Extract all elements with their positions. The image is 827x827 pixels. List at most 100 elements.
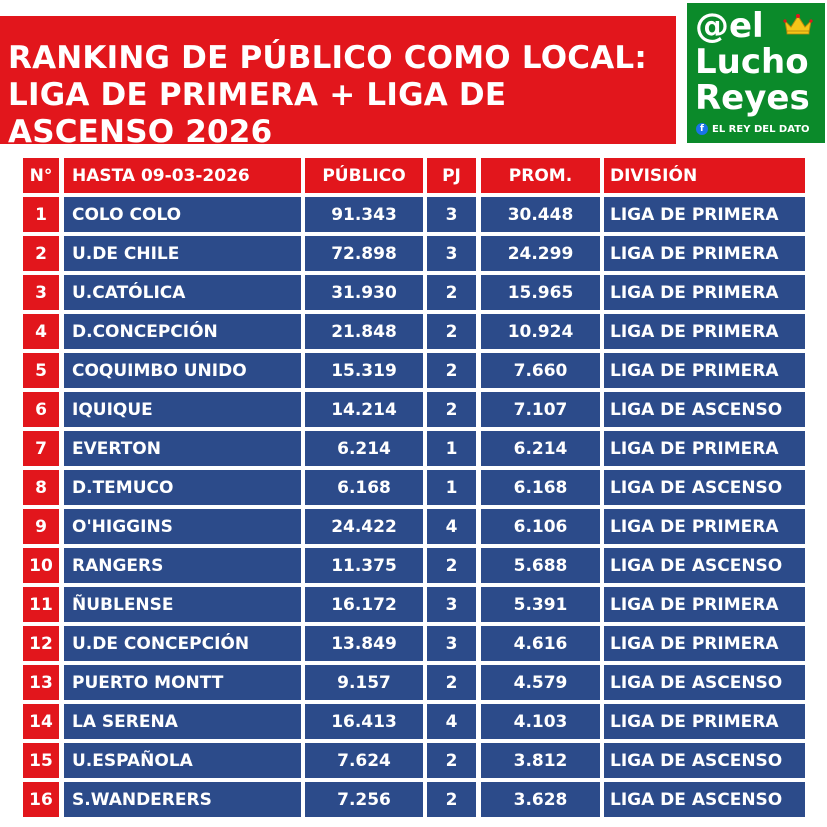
cell-team: U.DE CHILE	[64, 236, 301, 271]
header-n: N°	[23, 158, 59, 193]
cell-prom: 5.688	[481, 548, 600, 583]
cell-team: U.ESPAÑOLA	[64, 743, 301, 778]
header-division: DIVISIÓN	[604, 158, 805, 193]
cell-publico: 16.413	[305, 704, 423, 739]
cell-publico: 6.168	[305, 470, 423, 505]
cell-publico: 9.157	[305, 665, 423, 700]
cell-n: 12	[23, 626, 59, 661]
cell-division: LIGA DE PRIMERA	[604, 236, 805, 271]
cell-n: 8	[23, 470, 59, 505]
cell-division: LIGA DE PRIMERA	[604, 626, 805, 661]
cell-pj: 2	[427, 665, 476, 700]
cell-prom: 3.812	[481, 743, 600, 778]
ranking-table: N° HASTA 09-03-2026 PÚBLICO PJ PROM. DIV…	[23, 158, 805, 821]
cell-division: LIGA DE PRIMERA	[604, 353, 805, 388]
table-row: 11 ÑUBLENSE 16.172 3 5.391 LIGA DE PRIMERA	[23, 587, 805, 626]
cell-pj: 4	[427, 509, 476, 544]
cell-pj: 2	[427, 548, 476, 583]
cell-n: 5	[23, 353, 59, 388]
cell-team: ÑUBLENSE	[64, 587, 301, 622]
table-row: 5 COQUIMBO UNIDO 15.319 2 7.660 LIGA DE PRIME…	[23, 353, 805, 392]
cell-prom: 4.616	[481, 626, 600, 661]
cell-team: O'HIGGINS	[64, 509, 301, 544]
logo-line-3: Reyes	[695, 78, 810, 118]
table-row: 15 U.ESPAÑOLA 7.624 2 3.812 LIGA DE ASCENSO	[23, 743, 805, 782]
cell-prom: 7.107	[481, 392, 600, 427]
cell-team: LA SERENA	[64, 704, 301, 739]
cell-prom: 30.448	[481, 197, 600, 232]
cell-prom: 3.628	[481, 782, 600, 817]
cell-pj: 1	[427, 431, 476, 466]
header-publico: PÚBLICO	[305, 158, 423, 193]
cell-prom: 7.660	[481, 353, 600, 388]
table-body: 1 COLO COLO 91.343 3 30.448 LIGA DE PRIMERA 2 U…	[23, 197, 805, 821]
cell-publico: 7.624	[305, 743, 423, 778]
cell-division: LIGA DE PRIMERA	[604, 431, 805, 466]
cell-team: D.TEMUCO	[64, 470, 301, 505]
cell-publico: 11.375	[305, 548, 423, 583]
table-row: 14 LA SERENA 16.413 4 4.103 LIGA DE PRIMERA	[23, 704, 805, 743]
cell-n: 13	[23, 665, 59, 700]
cell-n: 7	[23, 431, 59, 466]
cell-publico: 72.898	[305, 236, 423, 271]
cell-division: LIGA DE PRIMERA	[604, 704, 805, 739]
logo-tagline: EL REY DEL DATO	[712, 124, 810, 135]
cell-division: LIGA DE ASCENSO	[604, 743, 805, 778]
table-row: 16 S.WANDERERS 7.256 2 3.628 LIGA DE ASCENSO	[23, 782, 805, 821]
cell-division: LIGA DE ASCENSO	[604, 782, 805, 817]
cell-pj: 2	[427, 743, 476, 778]
cell-team: COLO COLO	[64, 197, 301, 232]
cell-team: IQUIQUE	[64, 392, 301, 427]
cell-n: 10	[23, 548, 59, 583]
cell-prom: 24.299	[481, 236, 600, 271]
cell-publico: 24.422	[305, 509, 423, 544]
cell-pj: 3	[427, 197, 476, 232]
brand-logo: @el Lucho Reyes f EL REY DEL DATO	[687, 3, 825, 143]
cell-publico: 31.930	[305, 275, 423, 310]
crown-icon	[783, 14, 813, 35]
cell-prom: 6.106	[481, 509, 600, 544]
cell-publico: 21.848	[305, 314, 423, 349]
cell-publico: 15.319	[305, 353, 423, 388]
cell-division: LIGA DE PRIMERA	[604, 509, 805, 544]
table-row: 9 O'HIGGINS 24.422 4 6.106 LIGA DE PRIMERA	[23, 509, 805, 548]
cell-division: LIGA DE ASCENSO	[604, 548, 805, 583]
cell-publico: 91.343	[305, 197, 423, 232]
cell-prom: 4.579	[481, 665, 600, 700]
header-pj: PJ	[427, 158, 476, 193]
cell-pj: 2	[427, 314, 476, 349]
cell-division: LIGA DE PRIMERA	[604, 275, 805, 310]
cell-publico: 7.256	[305, 782, 423, 817]
table-header-row: N° HASTA 09-03-2026 PÚBLICO PJ PROM. DIV…	[23, 158, 805, 197]
cell-prom: 5.391	[481, 587, 600, 622]
cell-division: LIGA DE PRIMERA	[604, 314, 805, 349]
cell-team: RANGERS	[64, 548, 301, 583]
cell-division: LIGA DE ASCENSO	[604, 665, 805, 700]
logo-line-2: Lucho	[695, 42, 809, 82]
cell-team: U.CATÓLICA	[64, 275, 301, 310]
cell-publico: 14.214	[305, 392, 423, 427]
header-team: HASTA 09-03-2026	[64, 158, 301, 193]
cell-pj: 3	[427, 587, 476, 622]
cell-publico: 13.849	[305, 626, 423, 661]
cell-team: D.CONCEPCIÓN	[64, 314, 301, 349]
cell-prom: 10.924	[481, 314, 600, 349]
table-row: 13 PUERTO MONTT 9.157 2 4.579 LIGA DE ASCENSO	[23, 665, 805, 704]
cell-prom: 6.214	[481, 431, 600, 466]
cell-team: PUERTO MONTT	[64, 665, 301, 700]
cell-publico: 6.214	[305, 431, 423, 466]
cell-prom: 15.965	[481, 275, 600, 310]
table-row: 2 U.DE CHILE 72.898 3 24.299 LIGA DE PRIMERA	[23, 236, 805, 275]
cell-team: COQUIMBO UNIDO	[64, 353, 301, 388]
cell-n: 14	[23, 704, 59, 739]
table-row: 3 U.CATÓLICA 31.930 2 15.965 LIGA DE PRIMERA	[23, 275, 805, 314]
cell-pj: 2	[427, 275, 476, 310]
cell-team: S.WANDERERS	[64, 782, 301, 817]
table-row: 1 COLO COLO 91.343 3 30.448 LIGA DE PRIMERA	[23, 197, 805, 236]
cell-division: LIGA DE ASCENSO	[604, 392, 805, 427]
table-row: 8 D.TEMUCO 6.168 1 6.168 LIGA DE ASCENSO	[23, 470, 805, 509]
cell-pj: 3	[427, 236, 476, 271]
cell-n: 2	[23, 236, 59, 271]
cell-team: U.DE CONCEPCIÓN	[64, 626, 301, 661]
cell-division: LIGA DE PRIMERA	[604, 587, 805, 622]
